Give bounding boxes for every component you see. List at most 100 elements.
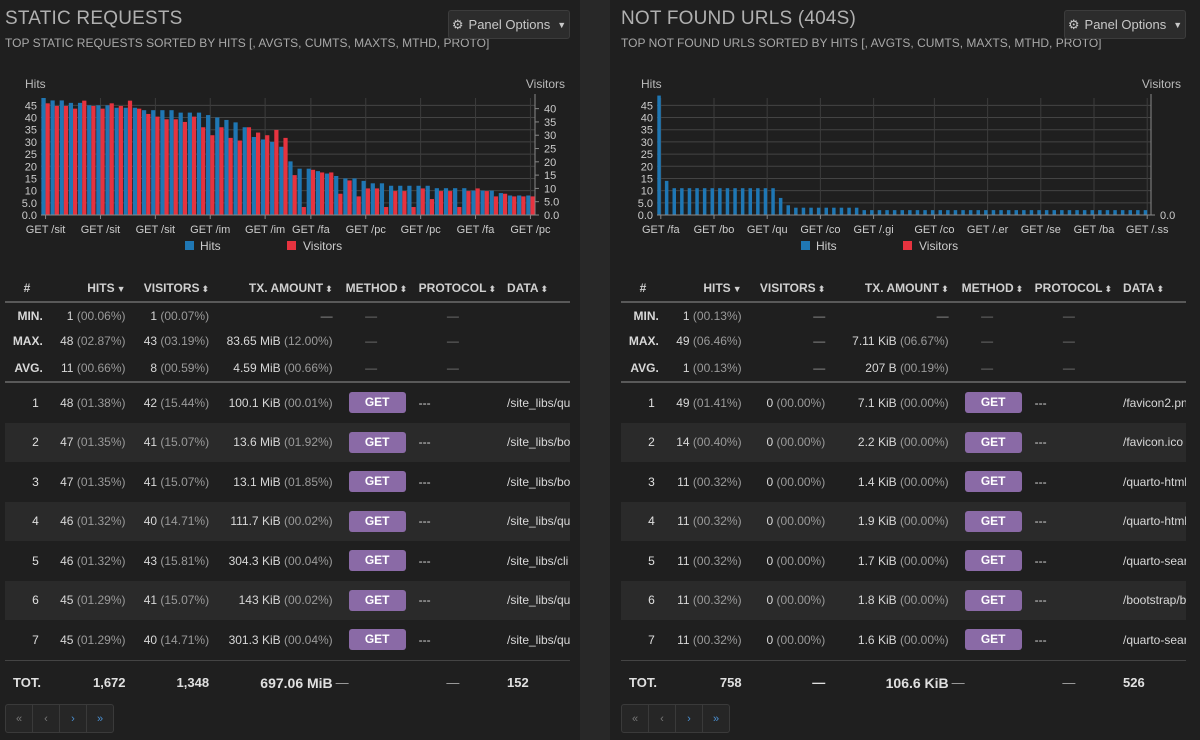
first-page-button[interactable]: «	[622, 705, 649, 732]
col-tx-amount[interactable]: TX. AMOUNT ⬍	[826, 274, 949, 302]
col-method-label: METHOD	[961, 280, 1014, 295]
method-get-button[interactable]: GET	[348, 431, 406, 453]
col-hits[interactable]: HITS ▼	[665, 274, 743, 302]
panel-options-button[interactable]: ⚙ Panel Options ▼	[1064, 10, 1186, 39]
table-row[interactable]: 6 45 (01.29%) 41 (15.07%) 143 KiB (00.02%) G…	[5, 580, 570, 620]
hits-bar	[930, 210, 935, 215]
col-visitors[interactable]: VISITORS ⬍	[743, 274, 827, 302]
method-get-button[interactable]: GET	[964, 510, 1022, 532]
hits-bar	[778, 197, 783, 215]
col-visitors[interactable]: VISITORS ⬍	[127, 274, 211, 302]
hits-bar	[306, 168, 311, 215]
hits-value: 48	[60, 334, 74, 349]
visitors-bar	[82, 100, 87, 215]
col-hits-label: HITS	[87, 280, 115, 295]
hits-bar	[114, 107, 119, 215]
table-row[interactable]: 6 11 (00.32%) 0 (00.00%) 1.8 KiB (00.00%) GE…	[621, 580, 1186, 620]
method-get-button[interactable]: GET	[348, 392, 406, 414]
table-row[interactable]: 1 48 (01.38%) 42 (15.44%) 100.1 KiB (00.01%…	[5, 382, 570, 423]
table-row[interactable]: 1 49 (01.41%) 0 (00.00%) 7.1 KiB (00.00%) GE…	[621, 382, 1186, 423]
hits-bar	[1014, 210, 1018, 215]
hits-bar	[388, 185, 394, 215]
method-get-button[interactable]: GET	[964, 471, 1022, 493]
visitors-bar	[265, 135, 270, 215]
method-get-button[interactable]: GET	[348, 471, 406, 493]
x-tick-label: GET /co	[914, 224, 954, 236]
tx-pct: (06.67%)	[899, 334, 949, 349]
sort-icon: ⬍	[488, 283, 496, 294]
legend-visitors-label: Visitors	[919, 239, 958, 253]
table-header: # HITS ▼ VISITORS ⬍ TX. AMOUNT ⬍ METHOD ⬍ PR…	[5, 274, 570, 302]
col-data[interactable]: DATA ⬍	[497, 274, 570, 302]
hits-bar	[87, 105, 92, 215]
col-hits[interactable]: HITS ▼	[49, 274, 127, 302]
last-page-button[interactable]: »	[712, 712, 720, 725]
static-requests-chart: Hits Visitors0.05.010152025303540450.05.0…	[22, 77, 565, 253]
caret-down-icon: ▼	[1173, 19, 1183, 30]
method-get-button[interactable]: GET	[964, 550, 1022, 572]
protocol-value: ---	[1034, 474, 1047, 489]
last-page-button[interactable]: »	[96, 712, 104, 725]
visitors-bar	[347, 180, 352, 215]
hits-bar	[923, 210, 927, 215]
col-visitors-label: VISITORS	[143, 280, 200, 295]
method-get-button[interactable]: GET	[964, 392, 1022, 414]
y2-tick-label: 30	[544, 130, 556, 142]
hits-pct: (01.35%)	[76, 474, 126, 489]
legend-hits-label: Hits	[200, 239, 221, 253]
table-row[interactable]: 2 14 (00.40%) 0 (00.00%) 2.2 KiB (00.00%) GE…	[621, 422, 1186, 462]
col-data[interactable]: DATA ⬍	[1113, 274, 1186, 302]
table-row[interactable]: 4 46 (01.32%) 40 (14.71%) 111.7 KiB (00.02%…	[5, 501, 570, 541]
table-row[interactable]: 5 46 (01.32%) 43 (15.81%) 304.3 KiB (00.04%…	[5, 541, 570, 581]
hits-bar	[169, 110, 174, 215]
next-page-button[interactable]: ›	[60, 705, 87, 732]
hits-value: 11	[61, 360, 74, 375]
summary-label: MAX.	[12, 334, 43, 349]
hits-bar	[748, 188, 752, 215]
table-row[interactable]: 2 47 (01.35%) 41 (15.07%) 13.6 MiB (01.92%)…	[5, 422, 570, 462]
table-row[interactable]: 7 11 (00.32%) 0 (00.00%) 1.6 KiB (00.00%) GE…	[621, 620, 1186, 660]
hits-bar	[885, 210, 889, 215]
prev-page-button[interactable]: ‹	[33, 705, 60, 732]
table-row[interactable]: 3 11 (00.32%) 0 (00.00%) 1.4 KiB (00.00%) GE…	[621, 462, 1186, 502]
method-get-button[interactable]: GET	[348, 510, 406, 532]
method-get-button[interactable]: GET	[964, 629, 1022, 651]
row-rank: 4	[32, 514, 39, 529]
table-row[interactable]: 7 45 (01.29%) 40 (14.71%) 301.3 KiB (00.04%…	[5, 620, 570, 660]
col-method[interactable]: METHOD ⬍	[950, 274, 1025, 302]
hits-bar	[1052, 210, 1056, 215]
visitors-value: 42	[143, 395, 158, 410]
table-row[interactable]: 3 47 (01.35%) 41 (15.07%) 13.1 MiB (01.85%)…	[5, 462, 570, 502]
tx-pct: (00.00%)	[899, 632, 949, 647]
protocol-value: ---	[418, 474, 431, 489]
visitors-bar	[457, 207, 462, 215]
method-get-button[interactable]: GET	[964, 589, 1022, 611]
method-get-button[interactable]: GET	[964, 431, 1022, 453]
summary-row: MAX. 49 (06.46%) — 7.11 KiB (06.67%) — —	[621, 329, 1186, 355]
x-tick-label: GET /im	[190, 224, 230, 236]
table-row[interactable]: 4 11 (00.32%) 0 (00.00%) 1.9 KiB (00.00%) GE…	[621, 501, 1186, 541]
visitors-value: —	[813, 308, 826, 323]
prev-page-button[interactable]: ‹	[649, 705, 676, 732]
hits-value: 49	[676, 395, 690, 410]
panel-options-button[interactable]: ⚙ Panel Options ▼	[448, 10, 570, 39]
col-protocol[interactable]: PROTOCOL ⬍	[409, 274, 497, 302]
protocol-value: ---	[1034, 593, 1047, 608]
visitors-bar	[329, 172, 334, 215]
first-page-button[interactable]: «	[6, 705, 33, 732]
next-page-button[interactable]: ›	[676, 705, 703, 732]
col-protocol[interactable]: PROTOCOL ⬍	[1025, 274, 1113, 302]
method-get-button[interactable]: GET	[348, 629, 406, 651]
method-get-button[interactable]: GET	[348, 589, 406, 611]
hits-bar	[453, 188, 458, 215]
col-tx-amount[interactable]: TX. AMOUNT ⬍	[210, 274, 334, 302]
visitors-bar	[182, 121, 188, 215]
row-rank: 1	[32, 395, 39, 410]
hits-bar	[976, 210, 980, 215]
y2-tick-label: 10	[544, 183, 556, 195]
col-method[interactable]: METHOD ⬍	[334, 274, 409, 302]
visitors-bar	[201, 127, 206, 215]
table-row[interactable]: 5 11 (00.32%) 0 (00.00%) 1.7 KiB (00.00%) GE…	[621, 541, 1186, 581]
method-get-button[interactable]: GET	[348, 550, 406, 572]
visitors-value: 0	[766, 474, 774, 489]
